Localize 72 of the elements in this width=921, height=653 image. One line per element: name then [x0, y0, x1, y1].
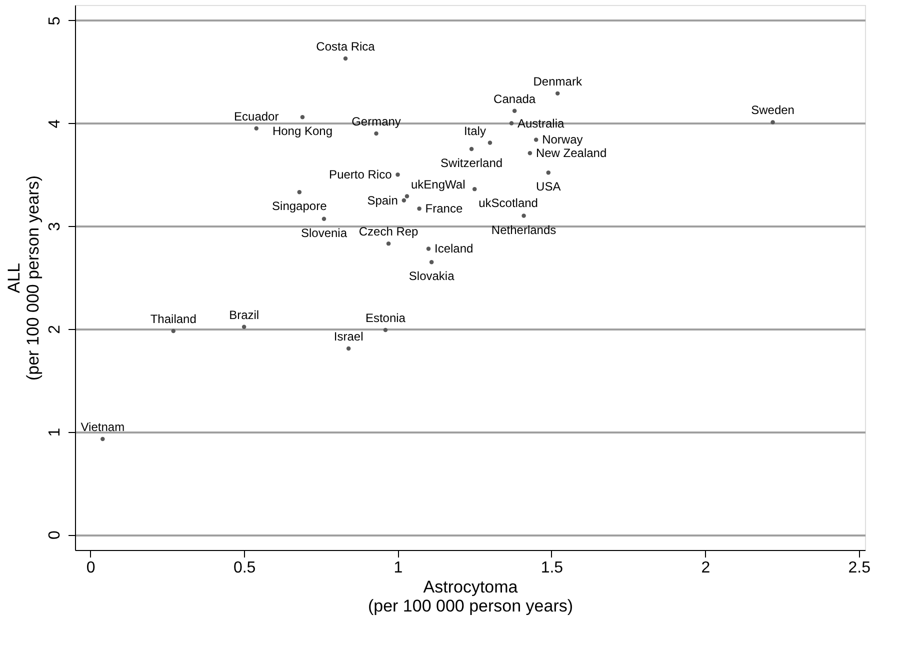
y-tick-label: 1	[46, 428, 64, 437]
point	[404, 194, 410, 198]
data-label: Italy	[464, 124, 486, 138]
point	[534, 138, 538, 142]
data-label: Ecuador	[234, 109, 279, 124]
data-label: Switzerland	[440, 156, 503, 170]
point	[469, 146, 474, 152]
data-label: Costa Rica	[316, 39, 376, 54]
point	[346, 346, 351, 351]
point	[374, 131, 378, 136]
point	[770, 120, 775, 124]
data-label: Australia	[518, 116, 565, 130]
x-axis-title: Astrocytoma (per 100 000 person years)	[368, 578, 574, 616]
data-label: ukEngWal	[410, 177, 466, 192]
point	[429, 260, 434, 264]
y-tick-label: 2	[46, 324, 64, 334]
point	[396, 172, 400, 177]
x-tick-label: 2	[701, 560, 710, 576]
point	[528, 150, 532, 156]
data-label: Hong Kong	[272, 124, 332, 138]
point	[472, 186, 477, 192]
data-label: Vietnam	[80, 420, 125, 434]
data-label: Slovakia	[408, 269, 455, 284]
point	[555, 91, 560, 96]
data-label: Brazil	[229, 308, 260, 322]
data-label: USA	[536, 180, 561, 194]
x-tick-label: 0.5	[233, 560, 256, 576]
data-label: Estonia	[365, 310, 406, 325]
data-label: Germany	[352, 114, 401, 129]
data-label: Israel	[334, 329, 364, 344]
y-tick-label: 3	[46, 222, 64, 232]
x-tick-label: 1.5	[540, 560, 564, 576]
point	[426, 246, 431, 251]
point	[417, 206, 422, 211]
data-label: Netherlands	[491, 222, 556, 237]
data-label: Thailand	[150, 312, 196, 326]
point	[300, 114, 305, 120]
data-label: Singapore	[272, 199, 328, 214]
point	[343, 56, 348, 61]
point	[512, 108, 517, 114]
y-tick-label: 0	[46, 530, 64, 540]
data-label: Iceland	[434, 242, 474, 256]
data-label: ukScotland	[478, 196, 538, 210]
y-tick-label: 4	[46, 119, 64, 128]
data-label: Slovenia	[300, 226, 348, 240]
point	[254, 126, 258, 131]
point	[546, 170, 551, 175]
point	[383, 328, 388, 332]
point	[386, 241, 391, 246]
data-label: Spain	[367, 193, 398, 208]
y-tick-label: 5	[46, 16, 64, 26]
data-label: New Zealand	[536, 146, 607, 160]
point	[297, 190, 302, 194]
x-tick-label: 0	[86, 560, 96, 576]
point	[509, 121, 514, 126]
data-label: Norway	[542, 132, 583, 147]
point	[488, 140, 492, 145]
y-axis-title: ALL (per 100 000 person years)	[4, 175, 42, 381]
x-tick-label: 2.5	[848, 560, 871, 576]
point	[171, 328, 176, 334]
data-label: Puerto Rico	[329, 168, 392, 182]
point	[402, 198, 406, 202]
point	[242, 324, 246, 329]
data-label: Denmark	[533, 74, 583, 88]
point	[100, 436, 105, 442]
data-label: France	[425, 202, 463, 216]
data-label: Canada	[494, 92, 536, 106]
data-label: Sweden	[751, 103, 794, 118]
data-label: Czech Rep	[358, 224, 419, 239]
x-tick-label: 1	[394, 560, 403, 576]
point	[322, 216, 326, 222]
point	[522, 214, 526, 218]
